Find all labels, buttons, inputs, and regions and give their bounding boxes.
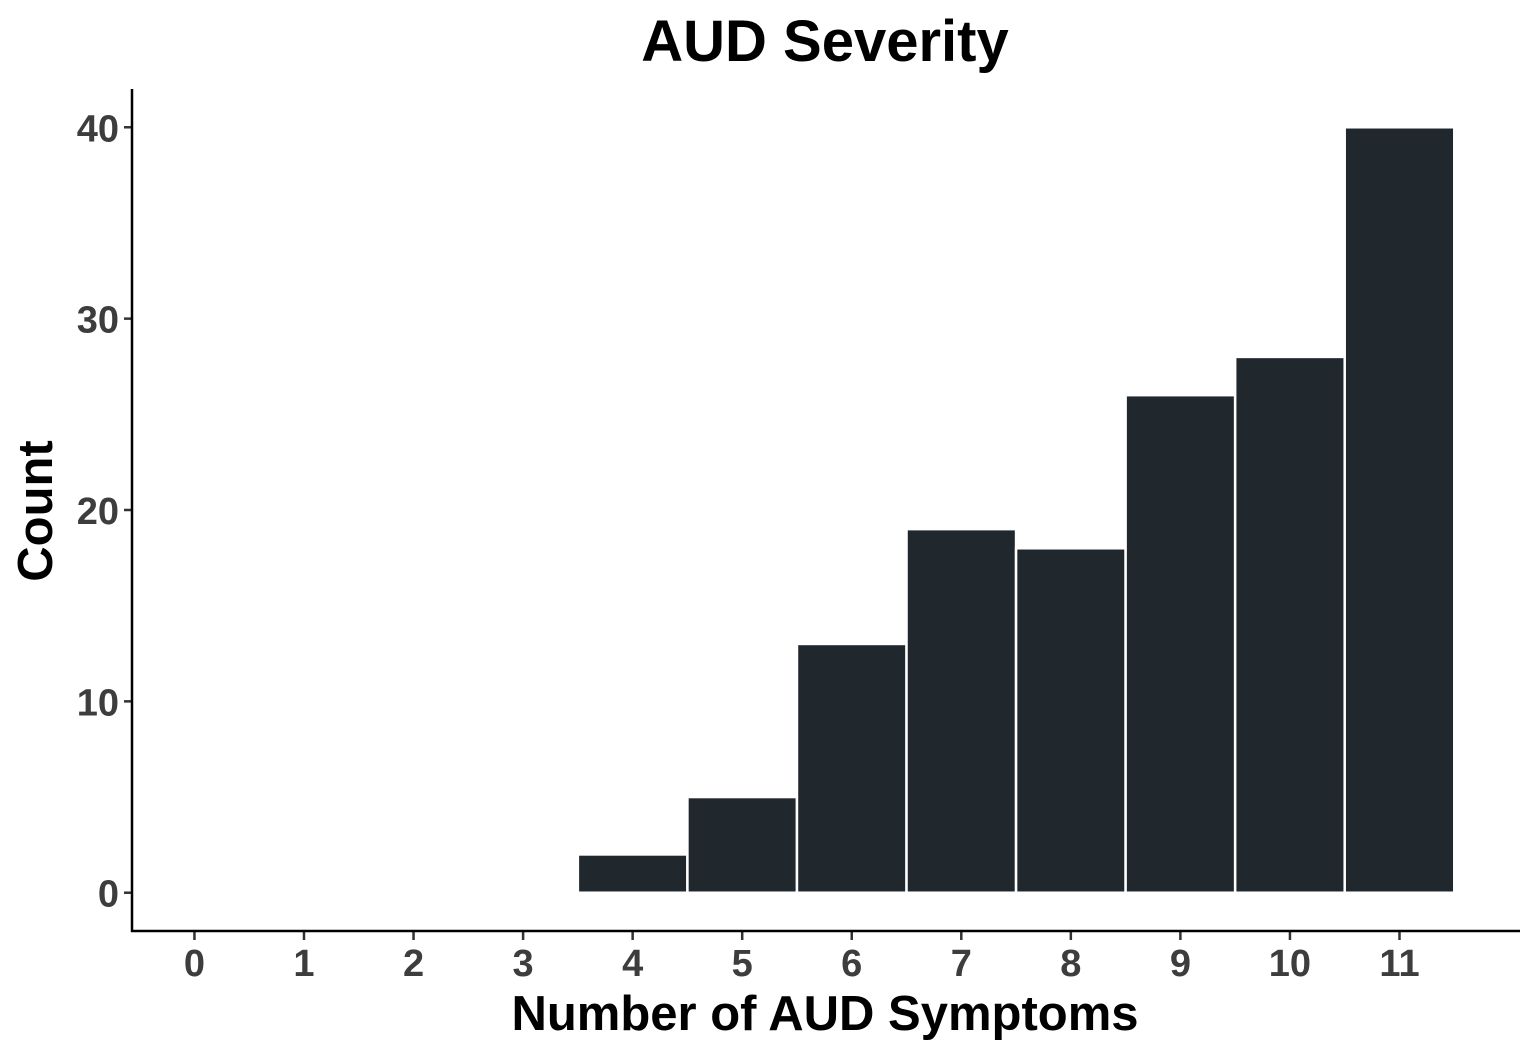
bar-10 bbox=[1233, 355, 1346, 894]
bar-5 bbox=[686, 795, 799, 894]
x-tick-label: 7 bbox=[951, 943, 972, 985]
x-axis-ticks: 0 1 2 3 4 5 6 7 8 9 10 11 bbox=[184, 931, 1420, 985]
y-tick-label: 10 bbox=[77, 682, 119, 724]
x-tick-label: 5 bbox=[732, 943, 753, 985]
x-tick-label: 11 bbox=[1379, 943, 1419, 985]
bar-8 bbox=[1014, 547, 1127, 894]
x-tick-label: 4 bbox=[622, 943, 643, 985]
x-tick-label: 0 bbox=[184, 943, 205, 985]
x-tick-label: 9 bbox=[1170, 943, 1191, 985]
bar-7 bbox=[905, 527, 1018, 894]
y-tick-label: 0 bbox=[98, 874, 119, 916]
x-axis-title: Number of AUD Symptoms bbox=[511, 987, 1138, 1041]
bar-11 bbox=[1343, 126, 1456, 894]
y-axis-title: Count bbox=[9, 440, 63, 582]
bar-9 bbox=[1124, 393, 1237, 894]
y-tick-label: 40 bbox=[77, 108, 119, 150]
y-axis-ticks: 0 10 20 30 40 bbox=[77, 108, 132, 916]
x-tick-label: 10 bbox=[1269, 943, 1311, 985]
bar-6 bbox=[795, 642, 908, 894]
x-tick-label: 8 bbox=[1060, 943, 1081, 985]
x-tick-label: 2 bbox=[403, 943, 424, 985]
bar-4 bbox=[576, 853, 689, 894]
bars-group bbox=[576, 126, 1456, 894]
chart-title: AUD Severity bbox=[641, 9, 1008, 74]
x-tick-label: 6 bbox=[841, 943, 862, 985]
x-tick-label: 1 bbox=[293, 943, 314, 985]
x-tick-label: 3 bbox=[513, 943, 534, 985]
y-tick-label: 30 bbox=[77, 300, 119, 342]
y-tick-label: 20 bbox=[77, 491, 119, 533]
